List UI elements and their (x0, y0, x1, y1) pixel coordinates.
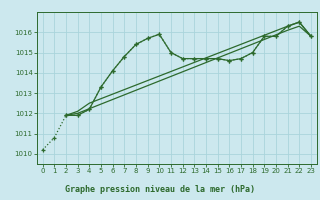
Text: Graphe pression niveau de la mer (hPa): Graphe pression niveau de la mer (hPa) (65, 186, 255, 194)
